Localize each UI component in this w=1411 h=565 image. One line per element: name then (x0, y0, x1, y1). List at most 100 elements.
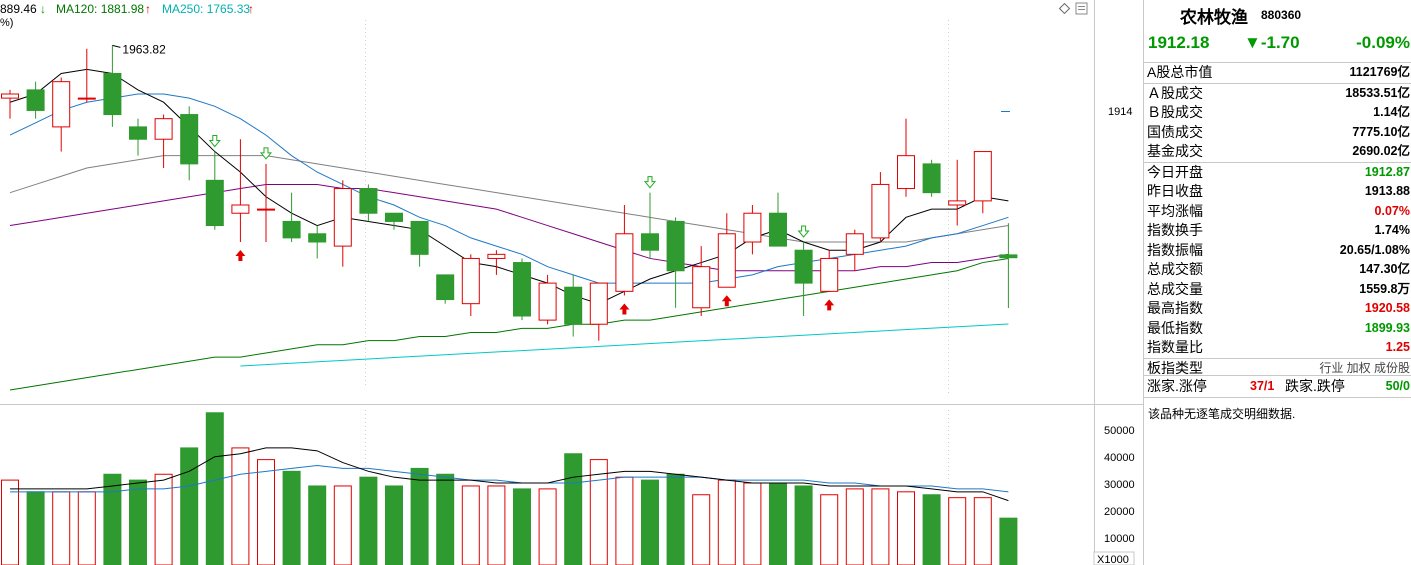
stat-value: 1899.93 (1364, 320, 1410, 335)
volume-bar (436, 473, 455, 565)
vol-unit-box (1093, 551, 1135, 565)
volume-bar (282, 470, 301, 565)
candle-body (129, 126, 147, 140)
stat-value: 7775.10亿 (1352, 124, 1410, 139)
volume-bar (487, 485, 506, 565)
candle-body (743, 212, 762, 243)
volume-bar (820, 494, 839, 565)
candle-body (615, 233, 634, 292)
volume-bar (897, 491, 915, 565)
stat-value: 1.25 (1385, 340, 1410, 354)
stat-label: 国债成交 (1147, 123, 1203, 140)
price-change: ▼-1.70 (1244, 33, 1300, 52)
stat-row: 最高指数 1920.58 (1144, 299, 1411, 319)
stat-label: 基金成交 (1147, 143, 1203, 159)
ma60-line (9, 183, 1009, 272)
candle-body (410, 220, 429, 255)
kline-chart[interactable]: 889.46 ↓ MA120: 1881.98 ↑ MA250: 1765.33… (0, 0, 1143, 565)
stat-value: 1912.87 (1364, 164, 1410, 179)
stat-row: 国债成交 7775.10亿 (1144, 123, 1411, 143)
candle-body (103, 72, 122, 116)
stat-label: 板指类型 (1147, 359, 1203, 376)
volume-bar (794, 485, 813, 565)
volume-bar (77, 491, 96, 565)
tick-message: 该品种无逐笔成交明细数据. (1148, 407, 1296, 421)
menu-icon[interactable] (1075, 2, 1088, 15)
stat-value: 20.65/1.08% (1339, 242, 1410, 257)
candle-body (948, 200, 967, 206)
high-label: 1963.82 (122, 42, 166, 56)
candle-body (52, 81, 71, 128)
price-axis-label: 1914 (1108, 106, 1132, 118)
diamond-icon[interactable] (1058, 2, 1071, 15)
volume-bar (359, 476, 378, 565)
volume-bar (769, 482, 787, 565)
volume-bar (871, 488, 890, 565)
volume-bar (52, 491, 71, 565)
sell-arrow-icon (259, 147, 273, 160)
volume-bar (513, 488, 531, 565)
vol-tick-label: 50000 (1104, 425, 1135, 437)
stat-value: 1.14亿 (1373, 105, 1410, 119)
volume-bar (845, 488, 864, 565)
volume-bar (333, 485, 352, 565)
volume-bar (538, 488, 557, 565)
candle-body (333, 188, 352, 247)
volume-bar (180, 447, 199, 565)
candle-body (845, 233, 864, 255)
stat-value: 1559.8万 (1359, 281, 1410, 296)
quote-panel: 农林牧渔 880360 1912.18 ▼-1.70 -0.09% A股总市值 1… (1143, 0, 1411, 565)
legend-ma250: MA250: 1765.33 (162, 2, 250, 16)
candle-body (487, 253, 506, 259)
volume-bar (615, 476, 634, 565)
volume-bar (743, 482, 762, 565)
volume-axis: 50000 40000 30000 20000 10000 X1000 (1093, 425, 1135, 565)
stat-value: 行业 加权 成份股 (1319, 360, 1410, 375)
vol-tick-label: 40000 (1104, 452, 1135, 464)
volume-ma-lines (10, 447, 1009, 502)
stat-row: 昨日收盘 1913.88 (1144, 182, 1411, 202)
stat-label: 指数换手 (1147, 222, 1203, 238)
buy-arrow-icon (235, 250, 246, 261)
stat-row: 平均涨幅 0.07% (1144, 202, 1411, 222)
ma20-line (9, 155, 1009, 243)
candle-body (231, 204, 250, 214)
up-label: 涨家.涨停 (1147, 378, 1207, 394)
vol-tick-label: 30000 (1104, 479, 1135, 491)
volume-bar (1, 479, 19, 565)
volume-ma5-line (10, 447, 1009, 502)
candle-body (820, 257, 839, 292)
updown-row: 涨家.涨停 37/1 跌家.跌停 50/0 (1144, 375, 1411, 398)
stat-label: Ａ股成交 (1147, 84, 1203, 101)
volume-bar (103, 473, 122, 565)
volume-bar (922, 494, 941, 565)
buy-arrow-icon (619, 303, 630, 315)
stat-label: 最低指数 (1147, 319, 1203, 336)
ma250-line-group (240, 323, 1009, 367)
down-label: 跌家.跌停 (1285, 378, 1345, 394)
candle-body (308, 233, 327, 243)
stats-rows: A股总市值 1121769亿 Ａ股成交 18533.51亿 Ｂ股成交 1.14亿 国债成交 7… (1144, 63, 1411, 378)
candle-body (564, 286, 583, 325)
legend-ma120-arrow: ↑ (145, 2, 151, 16)
candles (1, 45, 1018, 341)
stat-label: 指数振幅 (1147, 241, 1203, 258)
volume-bar (717, 479, 736, 565)
candle-body (538, 282, 557, 321)
volume-bar (973, 497, 992, 565)
candle-body (794, 249, 813, 284)
candle-body (26, 89, 45, 111)
candle-body (641, 233, 659, 251)
volume-bar (589, 459, 608, 565)
stat-row: 最低指数 1899.93 (1144, 319, 1411, 339)
volume-ma10-line (10, 464, 1009, 493)
ma250-line (240, 323, 1009, 367)
stat-row: 总成交额 147.30亿 (1144, 260, 1411, 280)
ma5-line (9, 68, 1009, 305)
candle-body (436, 274, 455, 301)
stock-code: 880360 (1261, 8, 1302, 22)
volume-bars (1, 412, 1018, 565)
stat-row: 指数量比 1.25 (1144, 338, 1411, 358)
candle-body (257, 208, 275, 211)
markers (208, 135, 835, 315)
